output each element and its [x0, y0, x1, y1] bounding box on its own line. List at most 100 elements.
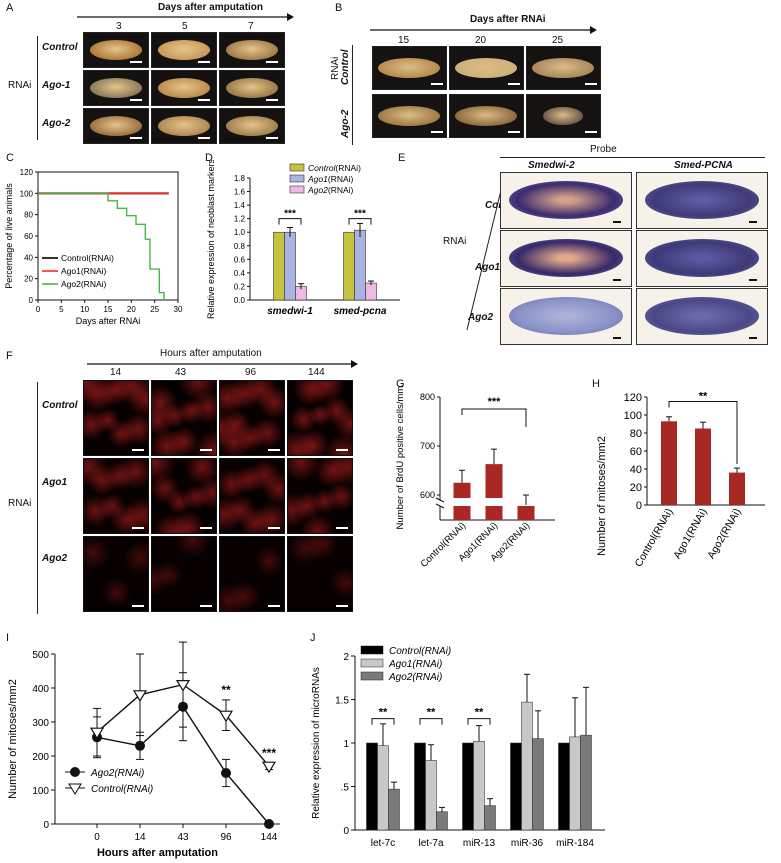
scale-bar — [266, 61, 278, 63]
y-axis-label: Number of mitoses/mm2 — [596, 436, 608, 556]
scale-bar — [508, 83, 520, 85]
bar — [366, 742, 378, 831]
specimen-photo — [219, 70, 285, 106]
x-category-label: miR-36 — [511, 838, 544, 849]
bar — [436, 811, 448, 831]
panel-b-row-label: Ago-2 — [340, 109, 351, 138]
y-axis-label: Number of mitoses/mm2 — [7, 679, 19, 799]
series-line — [38, 192, 165, 300]
data-point — [135, 740, 145, 751]
chart-h-mitoses: 0 20 40 60 80 100 120 Number of mitoses/mm2 Cont… — [596, 391, 765, 569]
panel-e-letter: E — [398, 152, 406, 164]
bar — [273, 231, 285, 301]
bar — [473, 741, 485, 831]
fluorescence-photo — [83, 458, 149, 534]
bar — [695, 428, 711, 505]
scale-bar — [268, 605, 280, 607]
y-tick-label: 0.0 — [234, 296, 246, 305]
planarian — [455, 58, 517, 78]
legend-swatch — [360, 671, 384, 681]
legend-swatch — [289, 174, 305, 183]
bar — [388, 788, 400, 831]
scale-bar — [336, 527, 348, 529]
chart-i-mitoses-time: 0 100 200 300 400 500 0 14 43 96 144 Hours after am… — [7, 641, 280, 859]
y-tick-label: 60 — [630, 446, 642, 458]
panel-f-axis-title: Hours after amputation — [160, 348, 262, 359]
panel-a-day: 3 — [116, 21, 122, 32]
panel-e-group-label: RNAi — [443, 236, 467, 247]
significance-bracket — [278, 218, 302, 225]
scale-bar — [268, 527, 280, 529]
specimen-photo — [83, 108, 149, 144]
planarian — [158, 40, 210, 60]
panel-a-day: 5 — [182, 21, 188, 32]
significance-bracket — [461, 408, 527, 427]
significance-label: *** — [488, 396, 502, 408]
fluorescence-photo — [83, 380, 149, 456]
panel-b-day: 20 — [475, 35, 487, 46]
x-category-label: Ago1(RNAi) — [671, 507, 709, 562]
chart-g-brdu: 600 700 800 Number of BrdU positive cells/m… — [395, 385, 555, 570]
planarian — [455, 106, 517, 126]
legend-label-rest: (RNAi) — [328, 174, 354, 184]
y-tick-label: 1.6 — [234, 188, 246, 197]
y-tick-label: 20 — [24, 275, 33, 284]
scale-bar — [132, 605, 144, 607]
panel-a-row-label: Control — [42, 42, 78, 53]
fluorescence-photo — [151, 536, 217, 612]
scale-bar — [431, 83, 443, 85]
fluorescence-photo — [219, 458, 285, 534]
fluorescence-photo — [83, 536, 149, 612]
planarian — [543, 107, 583, 125]
planarian — [645, 297, 759, 335]
planarian — [226, 40, 278, 60]
panel-f-hour: 144 — [308, 367, 325, 378]
legend-label-italic: Ago1 — [307, 174, 328, 184]
y-tick-label: 20 — [630, 482, 642, 494]
planarian — [645, 181, 759, 219]
y-tick-label: 80 — [630, 428, 642, 440]
scale-bar — [200, 527, 212, 529]
specimen-photo — [449, 46, 524, 90]
significance-bracket — [668, 401, 738, 465]
planarian — [226, 78, 278, 98]
scale-bar — [613, 279, 621, 281]
in-situ-photo — [636, 230, 768, 287]
y-tick-label: 800 — [420, 392, 435, 402]
x-category-label: miR-13 — [463, 838, 496, 849]
in-situ-photo — [500, 230, 632, 287]
legend-swatch — [70, 767, 80, 777]
legend-label-rest: (RNAi) — [328, 185, 354, 195]
panel-f-hour: 14 — [110, 367, 122, 378]
legend-label: Ago1(RNAi) — [388, 659, 442, 670]
scale-bar — [336, 449, 348, 451]
panel-e-probe-line — [500, 157, 765, 158]
x-category-label: Ago2(RNAi) — [705, 507, 743, 562]
x-tick-label: 0 — [36, 305, 41, 314]
x-category-label: miR-184 — [556, 838, 594, 849]
in-situ-photo — [636, 288, 768, 345]
legend-swatch — [360, 645, 384, 655]
legend-label: Ago2(RNAi) — [388, 672, 442, 683]
x-tick-label: 15 — [104, 305, 113, 314]
y-tick-label: 200 — [32, 752, 49, 763]
planarian — [226, 116, 278, 136]
fluorescence-photo — [287, 536, 353, 612]
x-tick-label: 144 — [261, 832, 278, 843]
bar — [414, 742, 426, 831]
legend-label: Ago2(RNAi) — [90, 768, 144, 779]
panel-e-probe-title: Probe — [590, 144, 617, 155]
scale-bar — [749, 337, 757, 339]
panel-c-letter: C — [6, 152, 14, 164]
panel-f-hour: 43 — [175, 367, 187, 378]
planarian — [158, 78, 210, 98]
specimen-photo — [83, 70, 149, 106]
scale-bar — [130, 99, 142, 101]
specimen-photo — [151, 32, 217, 68]
scale-bar — [266, 137, 278, 139]
y-tick-label: 0.2 — [234, 282, 246, 291]
legend-label: Ago2(RNAi) — [307, 185, 354, 195]
panel-f-letter: F — [6, 350, 13, 362]
panel-f-hour: 96 — [245, 367, 257, 378]
chart-c-survival: 0 20 40 60 80 100 120 0 5 10 15 20 25 30 Days after RN… — [4, 168, 183, 326]
